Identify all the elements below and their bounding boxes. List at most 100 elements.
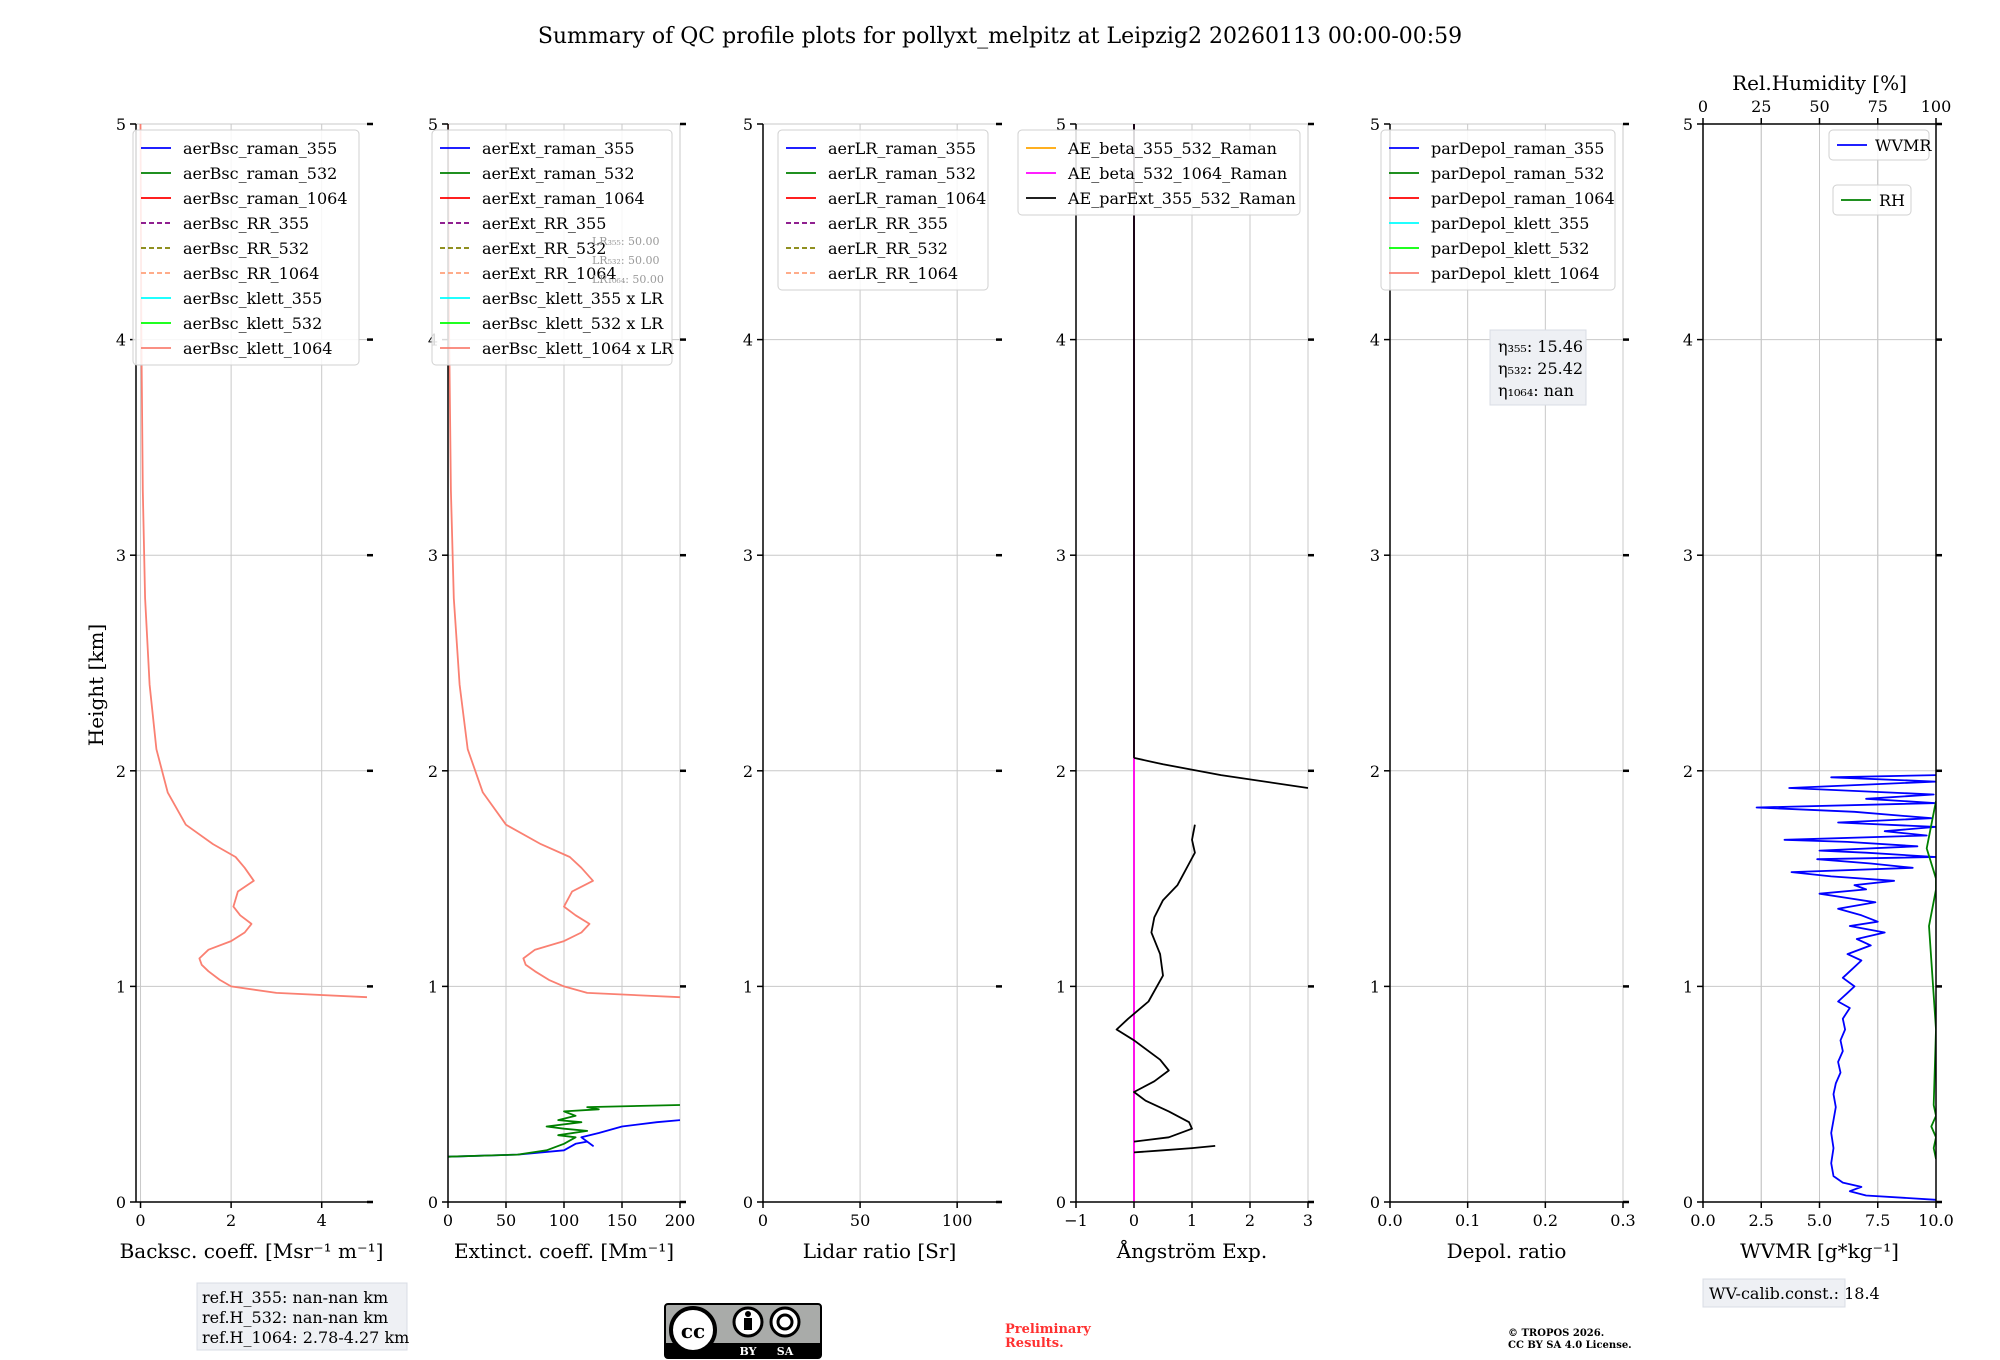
top-tick-label: 100 <box>1921 97 1952 116</box>
legend-depol: parDepol_raman_355 parDepol_raman_532 parD… <box>1380 129 1616 291</box>
y-tick-label: 5 <box>1683 115 1693 134</box>
x-tick-label: 50 <box>496 1211 516 1230</box>
ref-height-annotation: ref.H_355: nan-nan km ref.H_532: nan-nan… <box>196 1282 409 1351</box>
ref-h-532: ref.H_532: nan-nan km <box>202 1308 388 1327</box>
series-group-bsc <box>139 124 367 999</box>
y-tick-label: 4 <box>1370 331 1380 350</box>
legend-frame <box>1380 129 1616 291</box>
series-line-AE_parExt_355_532_Raman <box>1115 824 1196 1143</box>
top-tick-label: 0 <box>1698 97 1708 116</box>
x-axis-label-depol: Depol. ratio <box>1447 1239 1567 1263</box>
series-line-WVMR <box>1755 774 1936 1201</box>
wv-calib-text: WV-calib.const.: 18.4 <box>1709 1284 1880 1303</box>
lr-532: LR₅₃₂: 50.00 <box>592 254 660 267</box>
x-tick-label: 0 <box>758 1211 768 1230</box>
x-tick-label: 200 <box>665 1211 696 1230</box>
legend-RH: RH <box>1832 184 1912 216</box>
x-tick-label: 50 <box>850 1211 870 1230</box>
legend-label: aerBsc_RR_1064 <box>183 264 319 283</box>
x-tick-label: 1 <box>1187 1211 1197 1230</box>
y-tick-label: 5 <box>1370 115 1380 134</box>
legend-label: parDepol_klett_532 <box>1431 239 1589 258</box>
y-tick-label: 0 <box>116 1193 126 1212</box>
lr-annotation: LR₃₅₅: 50.00 LR₅₃₂: 50.00 LR₁₀₆₄: 50.00 <box>592 235 664 286</box>
series-line-aerBsc_klett_1064 <box>139 124 367 999</box>
legend-frame <box>1828 129 1930 161</box>
figure-title: Summary of QC profile plots for pollyxt_… <box>538 24 1462 49</box>
series-line-aerExt_raman_532 <box>448 1104 680 1158</box>
ref-h-1064: ref.H_1064: 2.78-4.27 km <box>202 1328 409 1347</box>
eta-355: η₃₅₅: 15.46 <box>1498 337 1583 356</box>
y-tick-label: 2 <box>1056 762 1066 781</box>
y-tick-label: 1 <box>116 977 126 996</box>
y-tick-label: 2 <box>1683 762 1693 781</box>
y-tick-label: 1 <box>428 977 438 996</box>
series-line-AE_parExt_355_532_Raman <box>1133 757 1308 789</box>
legend-bsc: aerBsc_raman_355 aerBsc_raman_532 aerBsc_r… <box>132 129 360 366</box>
x-tick-label: 5.0 <box>1807 1211 1832 1230</box>
legend-label: aerBsc_RR_532 <box>183 239 309 258</box>
legend-label: RH <box>1879 191 1905 210</box>
y-tick-label: 3 <box>428 546 438 565</box>
y-tick-label: 0 <box>743 1193 753 1212</box>
y-tick-label: 3 <box>1056 546 1066 565</box>
panel-depol: 0 1 2 3 4 5 0.0 0.1 0.2 0.3 Depol. ratio parDepol_r… <box>1370 115 1636 1263</box>
lr-355: LR₃₅₅: 50.00 <box>592 235 660 248</box>
legend-label: aerLR_raman_532 <box>828 164 976 183</box>
legend-label: parDepol_klett_1064 <box>1431 264 1600 283</box>
x-tick-label: 100 <box>549 1211 580 1230</box>
badge-sa: SA <box>777 1345 794 1358</box>
y-tick-label: 2 <box>116 762 126 781</box>
legend-label: aerBsc_klett_532 <box>183 314 322 333</box>
y-tick-label: 3 <box>743 546 753 565</box>
legend-label: aerExt_RR_532 <box>482 239 606 258</box>
cc-icon-text: cc <box>681 1319 705 1343</box>
series-group-ext <box>448 124 680 1158</box>
legend-frame <box>1017 129 1301 216</box>
preliminary-text: Preliminary <box>1005 1322 1091 1337</box>
x-tick-label: 0.0 <box>1377 1211 1402 1230</box>
wv-calib-annotation: WV-calib.const.: 18.4 <box>1702 1278 1880 1308</box>
panel-ext: 012345050100150200Extinct. coeff. [Mm⁻¹]… <box>428 115 695 1263</box>
sa-icon <box>769 1306 801 1338</box>
y-axis-label: Height [km] <box>84 624 108 746</box>
top-tick-label: 25 <box>1751 97 1771 116</box>
y-tick-label: 4 <box>1683 331 1693 350</box>
legend-lr: aerLR_raman_355 aerLR_raman_532 aerLR_rama… <box>777 129 989 291</box>
x-tick-label: 0.3 <box>1610 1211 1635 1230</box>
series-line-AE_parExt_355_532_Raman <box>1133 1145 1216 1154</box>
eta-annotation: η₃₅₅: 15.46 η₅₃₂: 25.42 η₁₀₆₄: nan <box>1489 329 1587 406</box>
y-tick-label: 0 <box>428 1193 438 1212</box>
y-tick-label: 2 <box>743 762 753 781</box>
y-tick-label: 2 <box>1370 762 1380 781</box>
x-tick-label: 0.1 <box>1455 1211 1480 1230</box>
series-group-ae <box>1115 124 1308 1202</box>
legend-label: aerExt_RR_355 <box>482 214 606 233</box>
x-tick-label: 10.0 <box>1918 1211 1954 1230</box>
y-tick-label: 2 <box>428 762 438 781</box>
legend-WVMR: WVMR <box>1828 129 1932 161</box>
legend-label: aerExt_raman_355 <box>482 139 635 158</box>
legend-label: aerBsc_klett_355 <box>183 289 322 308</box>
copyright-line2: CC BY SA 4.0 License. <box>1508 1340 1632 1351</box>
legend-label: aerBsc_klett_355 x LR <box>482 289 664 308</box>
legend-label: aerBsc_klett_1064 <box>183 339 332 358</box>
y-tick-label: 5 <box>116 115 126 134</box>
legend-label: aerBsc_klett_1064 x LR <box>482 339 674 358</box>
y-tick-label: 4 <box>743 331 753 350</box>
legend-label: AE_beta_355_532_Raman <box>1067 139 1277 158</box>
eta-1064: η₁₀₆₄: nan <box>1498 381 1574 400</box>
series-line-aerExt_raman_355 <box>448 1119 680 1158</box>
copyright-line1: © TROPOS 2026. <box>1508 1328 1604 1339</box>
legend-label: aerLR_RR_355 <box>828 214 948 233</box>
legend-frame <box>1832 184 1912 216</box>
y-tick-label: 3 <box>1370 546 1380 565</box>
legend-label: aerLR_raman_355 <box>828 139 976 158</box>
legend-label: aerBsc_raman_532 <box>183 164 337 183</box>
legend-label: parDepol_raman_355 <box>1431 139 1604 158</box>
x-axis-label-wv: WVMR [g*kg⁻¹] <box>1740 1239 1899 1263</box>
legend-label: aerBsc_RR_355 <box>183 214 309 233</box>
x-tick-label: 2.5 <box>1749 1211 1774 1230</box>
